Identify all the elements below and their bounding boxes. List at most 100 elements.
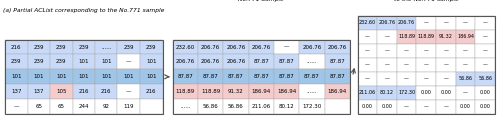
Text: —: — <box>404 76 409 81</box>
Text: 80.12: 80.12 <box>380 90 394 95</box>
Bar <box>198 69 223 84</box>
Text: 244: 244 <box>78 104 89 109</box>
Bar <box>324 99 350 114</box>
Bar <box>140 69 162 84</box>
Text: —: — <box>444 105 448 109</box>
Text: 87.87: 87.87 <box>228 74 244 79</box>
Text: 211.06: 211.06 <box>252 104 271 109</box>
Bar <box>358 86 377 100</box>
Text: —: — <box>482 48 488 53</box>
Bar <box>456 100 475 114</box>
Bar <box>274 69 299 84</box>
Text: (a) Partial ACList corresponding to the No.771 sample: (a) Partial ACList corresponding to the … <box>3 8 164 13</box>
Text: 87.87: 87.87 <box>178 74 193 79</box>
Bar <box>300 69 324 84</box>
Text: 232.60: 232.60 <box>359 20 376 25</box>
Bar <box>248 69 274 84</box>
Text: (c) Partial ACArray corresponding
to the No.771 sample: (c) Partial ACArray corresponding to the… <box>376 0 476 2</box>
Bar <box>223 54 248 69</box>
Bar <box>377 100 397 114</box>
Text: —: — <box>14 104 19 109</box>
Text: —: — <box>384 62 390 67</box>
Text: 206.76: 206.76 <box>252 45 271 50</box>
Bar <box>172 40 198 54</box>
Text: —: — <box>463 48 468 53</box>
Text: 0.00: 0.00 <box>480 105 490 109</box>
Text: ......: ...... <box>180 104 190 109</box>
Bar <box>416 86 436 100</box>
Bar <box>5 99 28 114</box>
Bar <box>397 16 416 30</box>
Bar <box>198 54 223 69</box>
Text: ......: ...... <box>306 89 317 94</box>
Text: —: — <box>463 90 468 95</box>
Text: 0.00: 0.00 <box>382 105 392 109</box>
Bar <box>397 30 416 44</box>
Bar <box>118 84 140 99</box>
Text: —: — <box>444 20 448 25</box>
Bar <box>223 84 248 99</box>
Bar <box>397 86 416 100</box>
Bar <box>397 44 416 58</box>
Bar <box>248 40 274 54</box>
Text: 239: 239 <box>34 45 44 50</box>
Bar <box>436 30 456 44</box>
Text: 87.87: 87.87 <box>202 74 218 79</box>
Bar <box>28 99 50 114</box>
Text: —: — <box>444 48 448 53</box>
Text: 56.86: 56.86 <box>458 76 472 81</box>
Text: 239: 239 <box>11 59 22 64</box>
Bar <box>172 99 198 114</box>
Text: 80.12: 80.12 <box>278 104 294 109</box>
Bar <box>300 84 324 99</box>
Text: 87.87: 87.87 <box>330 74 345 79</box>
Text: 206.76: 206.76 <box>328 45 347 50</box>
Text: —: — <box>365 48 370 53</box>
Bar <box>5 84 28 99</box>
Text: 186.94: 186.94 <box>328 89 347 94</box>
Text: 56.86: 56.86 <box>228 104 244 109</box>
Text: 0.00: 0.00 <box>460 105 471 109</box>
Bar <box>397 72 416 86</box>
Bar <box>95 40 118 54</box>
Text: 101: 101 <box>56 74 66 79</box>
Bar <box>5 69 28 84</box>
Text: —: — <box>424 105 428 109</box>
Text: —: — <box>284 45 290 50</box>
Text: —: — <box>126 59 132 64</box>
Bar <box>324 40 350 54</box>
Text: 206.76: 206.76 <box>398 20 415 25</box>
Bar <box>358 44 377 58</box>
Text: 101: 101 <box>78 74 89 79</box>
Bar <box>274 99 299 114</box>
Text: 239: 239 <box>124 45 134 50</box>
Bar <box>172 84 198 99</box>
Bar <box>274 40 299 54</box>
Text: 101: 101 <box>101 59 112 64</box>
Bar <box>5 40 28 54</box>
Bar <box>140 54 162 69</box>
Bar <box>476 16 495 30</box>
Bar <box>223 69 248 84</box>
Text: 216: 216 <box>78 89 89 94</box>
Bar <box>416 100 436 114</box>
Bar <box>248 84 274 99</box>
Text: 239: 239 <box>56 45 66 50</box>
Bar <box>377 44 397 58</box>
Text: 211.06: 211.06 <box>359 90 376 95</box>
Bar <box>377 16 397 30</box>
Bar <box>118 69 140 84</box>
Bar <box>456 58 475 72</box>
Bar <box>358 30 377 44</box>
Bar <box>358 72 377 86</box>
Bar <box>456 72 475 86</box>
Bar <box>476 30 495 44</box>
Bar <box>416 72 436 86</box>
Bar <box>172 54 198 69</box>
Bar <box>140 40 162 54</box>
Text: 101: 101 <box>34 74 44 79</box>
Bar <box>324 54 350 69</box>
Bar <box>300 54 324 69</box>
Bar <box>72 54 95 69</box>
Bar <box>416 44 436 58</box>
